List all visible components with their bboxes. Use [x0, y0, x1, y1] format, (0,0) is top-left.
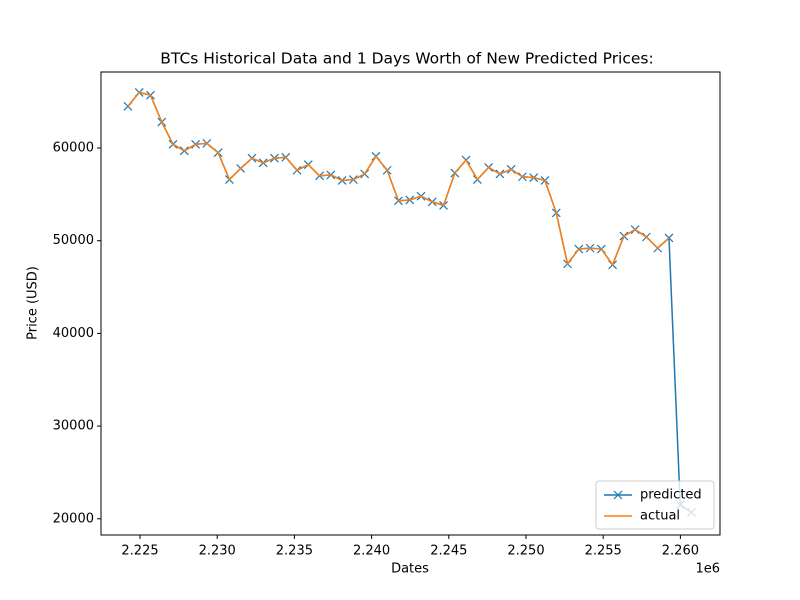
x-tick-label: 2.255: [585, 544, 622, 559]
x-tick-label: 2.235: [276, 544, 313, 559]
x-offset-label: 1e6: [695, 562, 720, 577]
legend-label: actual: [640, 509, 680, 524]
x-axis-label: Dates: [391, 562, 429, 577]
series-line: [127, 91, 670, 267]
x-tick-label: 2.245: [430, 544, 467, 559]
series-line: [127, 91, 692, 513]
y-axis-label: Price (USD): [26, 266, 41, 340]
x-tick-label: 2.260: [662, 544, 699, 559]
x-tick-label: 2.230: [199, 544, 236, 559]
legend-box: [595, 480, 715, 530]
legend-label: predicted: [640, 488, 702, 503]
y-tick-label: 30000: [53, 419, 94, 434]
plot-frame: [100, 71, 721, 536]
x-tick-label: 2.250: [507, 544, 544, 559]
chart-title: BTCs Historical Data and 1 Days Worth of…: [160, 50, 653, 68]
y-tick-label: 20000: [53, 511, 94, 526]
y-tick-label: 40000: [53, 326, 94, 341]
x-tick-label: 2.240: [353, 544, 390, 559]
legend-marker: [613, 490, 623, 500]
y-tick-label: 50000: [53, 233, 94, 248]
y-tick-label: 60000: [53, 141, 94, 156]
x-tick-label: 2.225: [121, 544, 158, 559]
